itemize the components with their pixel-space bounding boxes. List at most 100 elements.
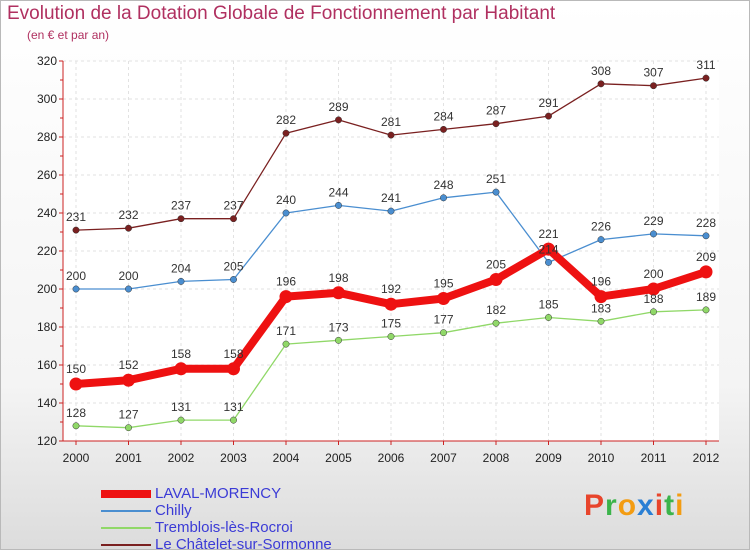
data-point <box>492 319 500 327</box>
data-label: 251 <box>486 172 506 186</box>
data-label: 205 <box>486 258 506 272</box>
data-label: 226 <box>591 220 611 234</box>
data-point <box>282 129 290 137</box>
data-label: 196 <box>276 275 296 289</box>
data-label: 237 <box>223 199 243 213</box>
data-point <box>282 209 290 217</box>
data-label: 244 <box>328 185 348 199</box>
data-point <box>597 317 605 325</box>
data-point <box>702 74 710 82</box>
data-point <box>545 112 552 120</box>
x-tick-label: 2008 <box>483 451 510 465</box>
data-point <box>72 285 80 293</box>
data-point <box>125 424 132 432</box>
y-tick-label: 320 <box>37 54 57 68</box>
legend-label: Le Châtelet-sur-Sormonne <box>155 536 332 553</box>
data-point <box>387 333 395 340</box>
logo-letter: P <box>584 489 606 522</box>
data-label: 200 <box>66 269 86 283</box>
data-point <box>437 292 450 305</box>
data-label: 311 <box>696 58 715 72</box>
data-point <box>282 340 290 348</box>
data-point <box>177 215 185 223</box>
x-tick-label: 2012 <box>693 451 720 465</box>
data-label: 182 <box>486 303 506 317</box>
data-point <box>440 329 447 337</box>
data-point <box>387 131 395 139</box>
data-label: 192 <box>381 282 401 296</box>
data-point <box>650 230 657 238</box>
data-label: 158 <box>223 347 243 361</box>
data-point <box>650 308 657 316</box>
data-label: 229 <box>643 214 663 228</box>
data-label: 209 <box>696 250 716 264</box>
x-tick-label: 2004 <box>273 451 300 465</box>
x-tick-label: 2010 <box>588 451 615 465</box>
proxiti-logo: Proxiti <box>584 489 684 523</box>
data-label: 232 <box>118 208 138 222</box>
y-tick-label: 200 <box>37 282 57 296</box>
data-point <box>594 290 608 304</box>
logo-letter: x <box>637 489 655 522</box>
data-point <box>335 336 342 344</box>
data-point <box>440 194 447 202</box>
data-point <box>122 373 135 387</box>
data-point <box>335 201 342 209</box>
data-label: 307 <box>643 66 663 80</box>
logo-letter: r <box>605 489 618 522</box>
data-label: 284 <box>433 109 453 123</box>
data-label: 240 <box>276 193 296 207</box>
data-label: 205 <box>223 260 243 274</box>
legend-swatch <box>101 489 151 498</box>
x-tick-label: 2003 <box>220 451 247 465</box>
data-point <box>230 215 237 223</box>
data-label: 183 <box>591 301 611 315</box>
x-tick-label: 2001 <box>115 451 142 465</box>
data-label: 287 <box>486 104 506 118</box>
data-label: 127 <box>118 408 138 422</box>
data-point <box>489 273 503 286</box>
data-label: 152 <box>118 358 138 372</box>
data-point <box>492 120 500 128</box>
data-label: 171 <box>276 324 296 338</box>
data-point <box>72 226 80 234</box>
data-point <box>597 236 605 244</box>
data-point <box>69 377 83 391</box>
y-tick-label: 280 <box>37 130 57 144</box>
x-tick-label: 2011 <box>641 451 667 465</box>
data-label: 173 <box>328 320 348 334</box>
data-label: 131 <box>171 400 191 414</box>
legend-item: Le Châtelet-sur-Sormonne <box>101 536 332 553</box>
data-label: 185 <box>538 298 558 312</box>
y-tick-label: 260 <box>37 168 57 182</box>
data-label: 281 <box>381 115 401 129</box>
data-point <box>542 242 555 256</box>
y-tick-label: 140 <box>37 396 57 410</box>
data-label: 291 <box>538 96 558 110</box>
data-label: 158 <box>171 347 191 361</box>
legend-item: LAVAL-MORENCY <box>101 485 332 502</box>
data-point <box>335 116 342 124</box>
y-tick-label: 180 <box>37 320 57 334</box>
data-point <box>597 80 605 88</box>
data-point <box>650 82 657 90</box>
legend-swatch <box>101 526 151 529</box>
data-label: 189 <box>696 290 716 304</box>
legend: LAVAL-MORENCY Chilly Tremblois-lès-Rocroi L… <box>101 485 332 553</box>
data-point <box>440 125 447 133</box>
data-label: 204 <box>171 261 191 275</box>
chart-subtitle: (en € et par an) <box>27 28 110 42</box>
y-tick-label: 300 <box>37 92 57 106</box>
data-point <box>387 207 395 215</box>
data-label: 128 <box>66 406 86 420</box>
data-point <box>174 362 188 376</box>
data-point <box>279 290 293 304</box>
legend-swatch <box>101 543 151 546</box>
data-label: 177 <box>433 313 453 327</box>
data-point <box>230 276 237 283</box>
data-label: 198 <box>328 271 348 285</box>
logo-letter: i <box>675 489 685 522</box>
data-label: 248 <box>433 178 453 192</box>
legend-label: Tremblois-lès-Rocroi <box>155 519 293 536</box>
logo-letter: t <box>664 489 676 522</box>
